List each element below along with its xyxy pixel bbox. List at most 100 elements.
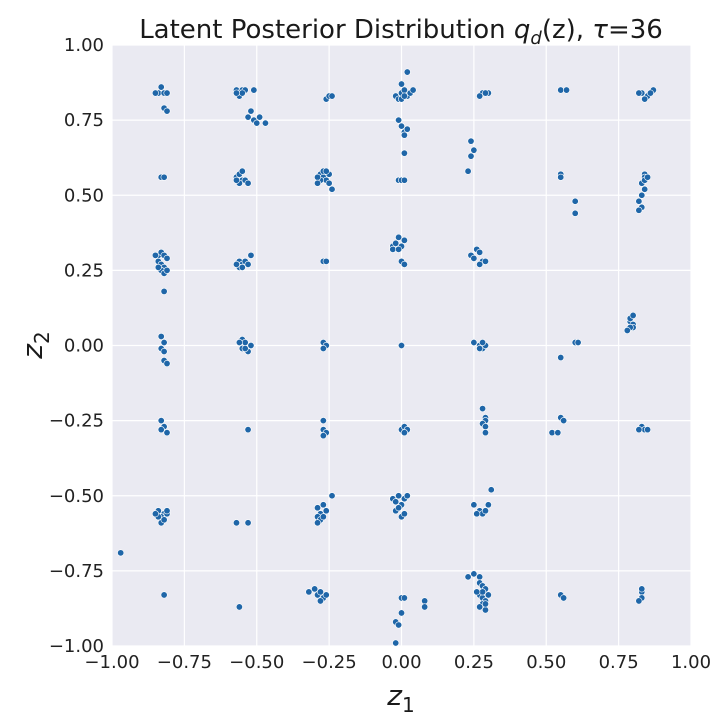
scatter-point bbox=[392, 498, 400, 506]
scatter-point bbox=[646, 89, 654, 97]
scatter-point bbox=[163, 107, 171, 115]
scatter-point bbox=[235, 603, 243, 611]
scatter-point bbox=[571, 197, 579, 205]
y-tick-label: −0.75 bbox=[49, 561, 104, 582]
x-tick-label: 0.25 bbox=[454, 652, 494, 673]
scatter-point bbox=[151, 251, 159, 259]
scatter-point bbox=[157, 83, 165, 91]
scatter-point bbox=[319, 501, 327, 509]
scatter-point bbox=[476, 248, 484, 256]
chart-title: Latent Posterior Distribution qd(z), τ=3… bbox=[139, 15, 663, 49]
x-tick-label: 0.50 bbox=[526, 652, 566, 673]
y-axis-label-group: z2 bbox=[16, 331, 54, 359]
scatter-point bbox=[563, 86, 571, 94]
scatter-point bbox=[400, 594, 408, 602]
scatter-point bbox=[311, 585, 319, 593]
scatter-point bbox=[253, 119, 261, 127]
scatter-point bbox=[163, 254, 171, 262]
x-tick-label: 0.75 bbox=[599, 652, 639, 673]
scatter-point bbox=[157, 417, 165, 425]
scatter-point bbox=[421, 603, 429, 611]
scatter-point bbox=[481, 257, 489, 265]
scatter-point bbox=[403, 68, 411, 76]
scatter-point bbox=[316, 588, 324, 596]
scatter-point bbox=[244, 179, 252, 187]
scatter-point bbox=[395, 504, 403, 512]
scatter-point bbox=[560, 417, 568, 425]
scatter-point bbox=[476, 573, 484, 581]
scatter-point bbox=[481, 507, 489, 515]
y-tick-label: −0.25 bbox=[49, 411, 104, 432]
x-tick-label: −1.00 bbox=[84, 652, 139, 673]
scatter-point bbox=[479, 588, 487, 596]
scatter-point bbox=[241, 345, 249, 353]
scatter-point bbox=[163, 89, 171, 97]
scatter-point bbox=[397, 122, 405, 130]
scatter-point bbox=[157, 332, 165, 340]
scatter-point bbox=[261, 119, 269, 127]
scatter-point bbox=[238, 89, 246, 97]
x-tick-labels: −1.00 −0.75 −0.50 −0.25 0.00 0.25 0.50 0.75 1.00 bbox=[84, 652, 711, 673]
scatter-point bbox=[117, 549, 125, 557]
scatter-point bbox=[473, 510, 481, 518]
y-tick-label: 0.25 bbox=[64, 260, 104, 281]
scatter-point bbox=[314, 519, 322, 527]
scatter-point bbox=[319, 345, 327, 353]
title-tau-value: =36 bbox=[608, 15, 663, 45]
x-axis-label-main: z bbox=[386, 679, 403, 712]
scatter-point bbox=[322, 167, 330, 175]
scatter-point bbox=[400, 92, 408, 100]
scatter-point bbox=[325, 179, 333, 187]
scatter-point bbox=[638, 191, 646, 199]
scatter-point bbox=[635, 197, 643, 205]
scatter-point bbox=[163, 266, 171, 274]
scatter-point bbox=[244, 113, 252, 121]
scatter-point bbox=[464, 573, 472, 581]
y-tick-label: −0.50 bbox=[49, 486, 104, 507]
scatter-point bbox=[476, 260, 484, 268]
scatter-point bbox=[232, 89, 240, 97]
scatter-point bbox=[403, 125, 411, 133]
scatter-point bbox=[244, 426, 252, 434]
scatter-point bbox=[232, 176, 240, 184]
scatter-point bbox=[154, 263, 162, 271]
y-tick-label: 0.75 bbox=[64, 110, 104, 131]
scatter-point bbox=[481, 89, 489, 97]
scatter-point bbox=[395, 621, 403, 629]
x-tick-label: 0.00 bbox=[381, 652, 421, 673]
scatter-point bbox=[247, 107, 255, 115]
y-axis-label: z2 bbox=[16, 331, 54, 359]
scatter-point bbox=[470, 338, 478, 346]
scatter-point bbox=[623, 326, 631, 334]
scatter-point bbox=[314, 504, 322, 512]
scatter-point bbox=[629, 311, 637, 319]
scatter-point bbox=[316, 597, 324, 605]
scatter-point bbox=[244, 260, 252, 268]
scatter-point bbox=[467, 137, 475, 145]
y-tick-labels: −1.00 −0.75 −0.50 −0.25 0.00 0.25 0.50 0.75 1.00 bbox=[49, 35, 104, 657]
scatter-point bbox=[395, 116, 403, 124]
scatter-point bbox=[400, 176, 408, 184]
scatter-point bbox=[314, 179, 322, 187]
scatter-point bbox=[305, 588, 313, 596]
scatter-point bbox=[476, 345, 484, 353]
scatter-point bbox=[481, 423, 489, 431]
scatter-point bbox=[400, 149, 408, 157]
scatter-point bbox=[395, 492, 403, 500]
scatter-point bbox=[319, 432, 327, 440]
scatter-points bbox=[117, 68, 657, 647]
scatter-point bbox=[151, 89, 159, 97]
scatter-point bbox=[160, 516, 168, 524]
scatter-point bbox=[238, 167, 246, 175]
scatter-point bbox=[470, 146, 478, 154]
scatter-point bbox=[151, 510, 159, 518]
scatter-point bbox=[247, 251, 255, 259]
scatter-point bbox=[479, 338, 487, 346]
scatter-point bbox=[409, 86, 417, 94]
scatter-point bbox=[232, 519, 240, 527]
scatter-point bbox=[481, 600, 489, 608]
title-q-sub: d bbox=[530, 28, 542, 49]
scatter-point bbox=[557, 173, 565, 181]
scatter-point bbox=[322, 507, 330, 515]
